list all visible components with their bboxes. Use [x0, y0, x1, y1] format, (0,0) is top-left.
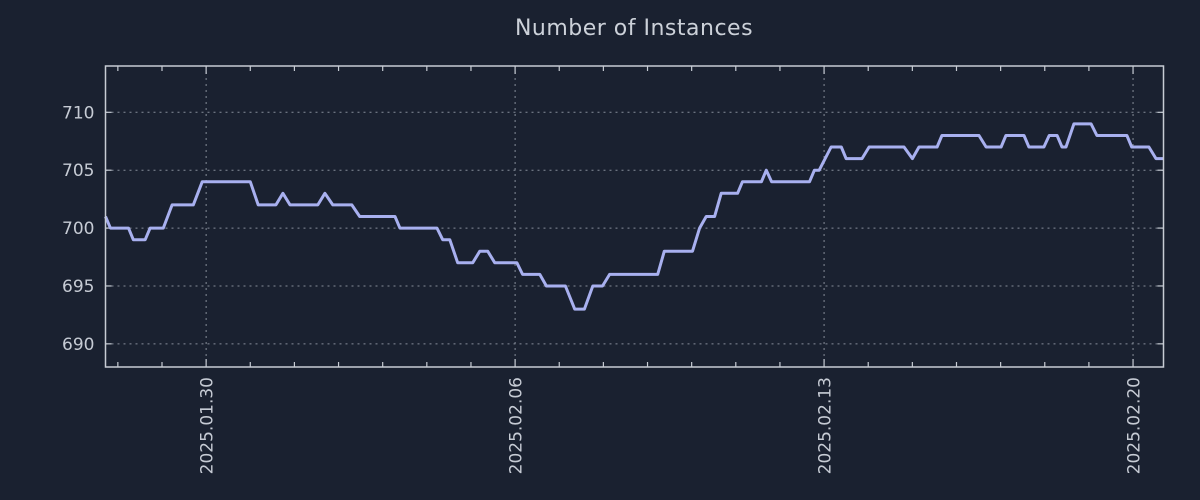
series-line	[104, 122, 1164, 311]
y-tick-label: 700	[62, 219, 94, 239]
y-tick-label: 710	[62, 103, 94, 123]
plot-border	[104, 65, 1165, 368]
x-tick-label: 2025.01.30	[198, 377, 218, 474]
chart-title: Number of Instances	[514, 16, 754, 41]
y-tick-label: 705	[62, 161, 94, 181]
x-tick-label: 2025.02.06	[507, 377, 527, 474]
y-tick-label: 695	[62, 277, 94, 297]
y-tick-label: 690	[62, 335, 94, 355]
x-tick-label: 2025.02.13	[816, 377, 836, 474]
x-tick-label: 2025.02.20	[1125, 377, 1145, 474]
